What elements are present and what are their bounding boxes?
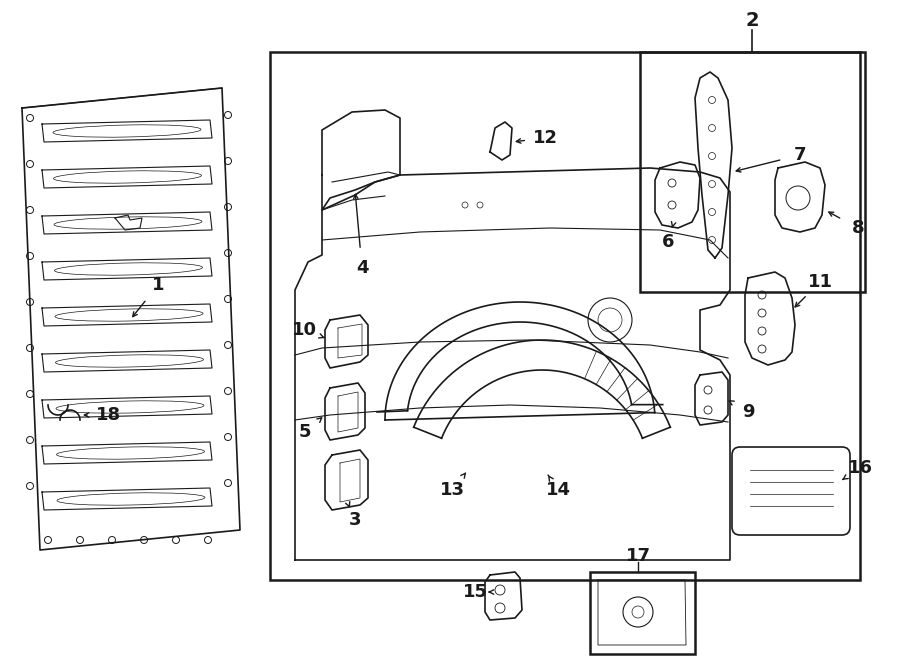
Bar — [590, 572, 695, 654]
Text: 1: 1 — [152, 276, 164, 294]
Text: 3: 3 — [349, 511, 361, 529]
Text: 13: 13 — [439, 481, 464, 499]
Text: 9: 9 — [742, 403, 754, 421]
Bar — [640, 52, 865, 292]
Text: 5: 5 — [299, 423, 311, 441]
Bar — [270, 52, 860, 580]
Text: 10: 10 — [292, 321, 317, 339]
Text: 2: 2 — [745, 11, 759, 30]
Text: 12: 12 — [533, 129, 557, 147]
Text: 16: 16 — [848, 459, 872, 477]
Text: 4: 4 — [356, 259, 368, 277]
Text: 14: 14 — [545, 481, 571, 499]
Text: 15: 15 — [463, 583, 488, 601]
Text: 7: 7 — [794, 146, 806, 164]
Text: 8: 8 — [851, 219, 864, 237]
Text: 6: 6 — [662, 233, 674, 251]
Text: 18: 18 — [95, 406, 121, 424]
Text: 17: 17 — [626, 547, 651, 565]
Text: 11: 11 — [807, 273, 833, 291]
